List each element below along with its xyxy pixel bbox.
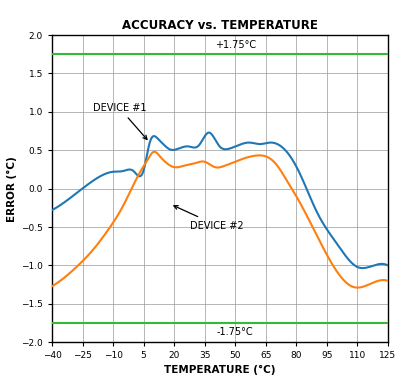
- X-axis label: TEMPERATURE (°C): TEMPERATURE (°C): [164, 364, 276, 375]
- Title: ACCURACY vs. TEMPERATURE: ACCURACY vs. TEMPERATURE: [122, 19, 318, 32]
- Text: DEVICE #1: DEVICE #1: [93, 103, 147, 139]
- Y-axis label: ERROR (°C): ERROR (°C): [7, 156, 17, 222]
- Text: -1.75°C: -1.75°C: [217, 327, 254, 337]
- Text: DEVICE #2: DEVICE #2: [174, 206, 244, 231]
- Text: +1.75°C: +1.75°C: [215, 40, 256, 51]
